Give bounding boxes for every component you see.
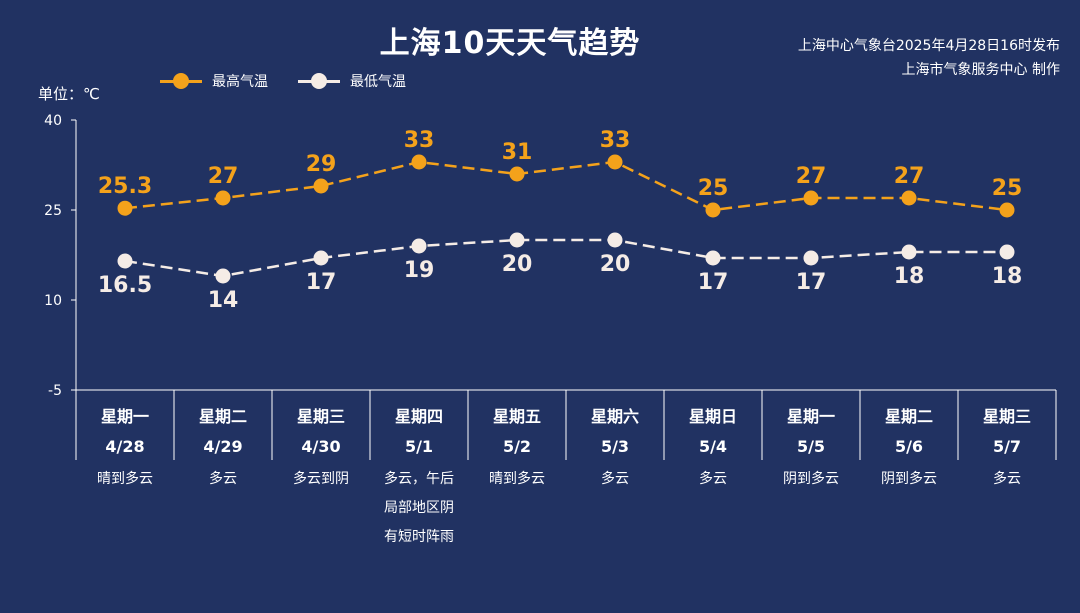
date-label: 4/28 — [105, 437, 144, 456]
data-point-high — [215, 190, 231, 206]
data-point-low — [999, 244, 1015, 260]
data-point-low — [509, 232, 525, 248]
data-label-low: 17 — [796, 270, 827, 295]
weather-label: 多云 — [209, 470, 237, 487]
data-point-low — [313, 250, 329, 266]
data-label-high: 25 — [992, 176, 1023, 201]
page-title: 上海10天天气趋势 — [379, 26, 641, 61]
date-label: 5/4 — [699, 437, 727, 456]
date-label: 5/7 — [993, 437, 1021, 456]
weather-label: 阴到多云 — [881, 470, 937, 487]
data-point-low — [215, 268, 231, 284]
weekday-label: 星期一 — [101, 407, 149, 426]
weather-label: 多云到阴 — [293, 470, 349, 487]
data-point-high — [705, 202, 721, 218]
legend-low-marker-icon — [298, 70, 340, 92]
y-tick-label: 10 — [44, 293, 62, 309]
source-line-2: 上海市气象服务中心 制作 — [901, 62, 1060, 78]
data-point-high — [509, 166, 525, 182]
date-label: 5/3 — [601, 437, 629, 456]
weekday-label: 星期二 — [199, 407, 247, 426]
data-point-low — [117, 253, 133, 269]
y-tick-label: 40 — [44, 113, 62, 129]
weekday-label: 星期一 — [787, 407, 835, 426]
legend-high-label: 最高气温 — [212, 74, 268, 90]
data-label-low: 16.5 — [98, 273, 152, 298]
date-label: 5/2 — [503, 437, 531, 456]
weather-label: 阴到多云 — [783, 470, 839, 487]
data-label-high: 27 — [796, 164, 827, 189]
data-label-high: 33 — [404, 128, 435, 153]
data-label-low: 18 — [992, 264, 1023, 289]
weather-label: 晴到多云 — [97, 470, 153, 487]
weather-label: 多云 — [601, 470, 629, 487]
weekday-label: 星期日 — [689, 407, 737, 426]
legend: 最高气温 最低气温 — [160, 70, 406, 92]
date-label: 4/29 — [203, 437, 242, 456]
data-label-high: 27 — [894, 164, 925, 189]
weather-label: 多云 — [993, 470, 1021, 487]
data-point-low — [705, 250, 721, 266]
date-label: 4/30 — [301, 437, 340, 456]
data-label-high: 31 — [502, 140, 533, 165]
data-point-high — [803, 190, 819, 206]
series-line-low — [124, 238, 1007, 278]
weekday-label: 星期六 — [591, 407, 639, 426]
weather-label: 多云 — [699, 470, 727, 487]
data-label-low: 18 — [894, 264, 925, 289]
data-label-high: 25.3 — [98, 174, 152, 199]
weather-label: 局部地区阴 — [384, 500, 454, 516]
weather-label: 有短时阵雨 — [384, 529, 454, 545]
weekday-label: 星期二 — [885, 407, 933, 426]
data-point-low — [901, 244, 917, 260]
data-point-high — [117, 200, 133, 216]
data-label-low: 20 — [502, 252, 533, 277]
data-label-high: 29 — [306, 152, 337, 177]
data-point-low — [803, 250, 819, 266]
data-point-high — [313, 178, 329, 194]
data-label-low: 17 — [306, 270, 337, 295]
data-label-high: 27 — [208, 164, 239, 189]
data-point-high — [999, 202, 1015, 218]
series-line-high — [124, 160, 1008, 212]
legend-item-high[interactable]: 最高气温 — [160, 70, 268, 92]
source-line-1: 上海中心气象台2025年4月28日16时发布 — [797, 38, 1060, 54]
date-label: 5/6 — [895, 437, 923, 456]
weekday-label: 星期四 — [395, 407, 443, 426]
unit-label: 单位：℃ — [38, 85, 100, 103]
data-label-low: 17 — [698, 270, 729, 295]
weekday-label: 星期三 — [297, 407, 345, 426]
weather-label: 晴到多云 — [489, 470, 545, 487]
data-label-low: 19 — [404, 258, 435, 283]
data-point-low — [411, 238, 427, 254]
weekday-label: 星期五 — [493, 407, 541, 426]
data-point-high — [411, 154, 427, 170]
weather-label: 多云，午后 — [384, 470, 454, 487]
data-label-high: 33 — [600, 128, 631, 153]
y-tick-label: -5 — [48, 383, 62, 399]
date-label: 5/5 — [797, 437, 825, 456]
weekday-label: 星期三 — [983, 407, 1031, 426]
legend-low-label: 最低气温 — [350, 74, 406, 90]
source-info: 上海中心气象台2025年4月28日16时发布 上海市气象服务中心 制作 — [798, 34, 1060, 82]
data-label-low: 20 — [600, 252, 631, 277]
data-point-low — [607, 232, 623, 248]
legend-item-low[interactable]: 最低气温 — [298, 70, 406, 92]
data-label-high: 25 — [698, 176, 729, 201]
date-label: 5/1 — [405, 437, 433, 456]
y-tick-label: 25 — [44, 203, 62, 219]
data-point-high — [607, 154, 623, 170]
legend-high-marker-icon — [160, 70, 202, 92]
data-point-high — [901, 190, 917, 206]
data-label-low: 14 — [208, 288, 239, 313]
